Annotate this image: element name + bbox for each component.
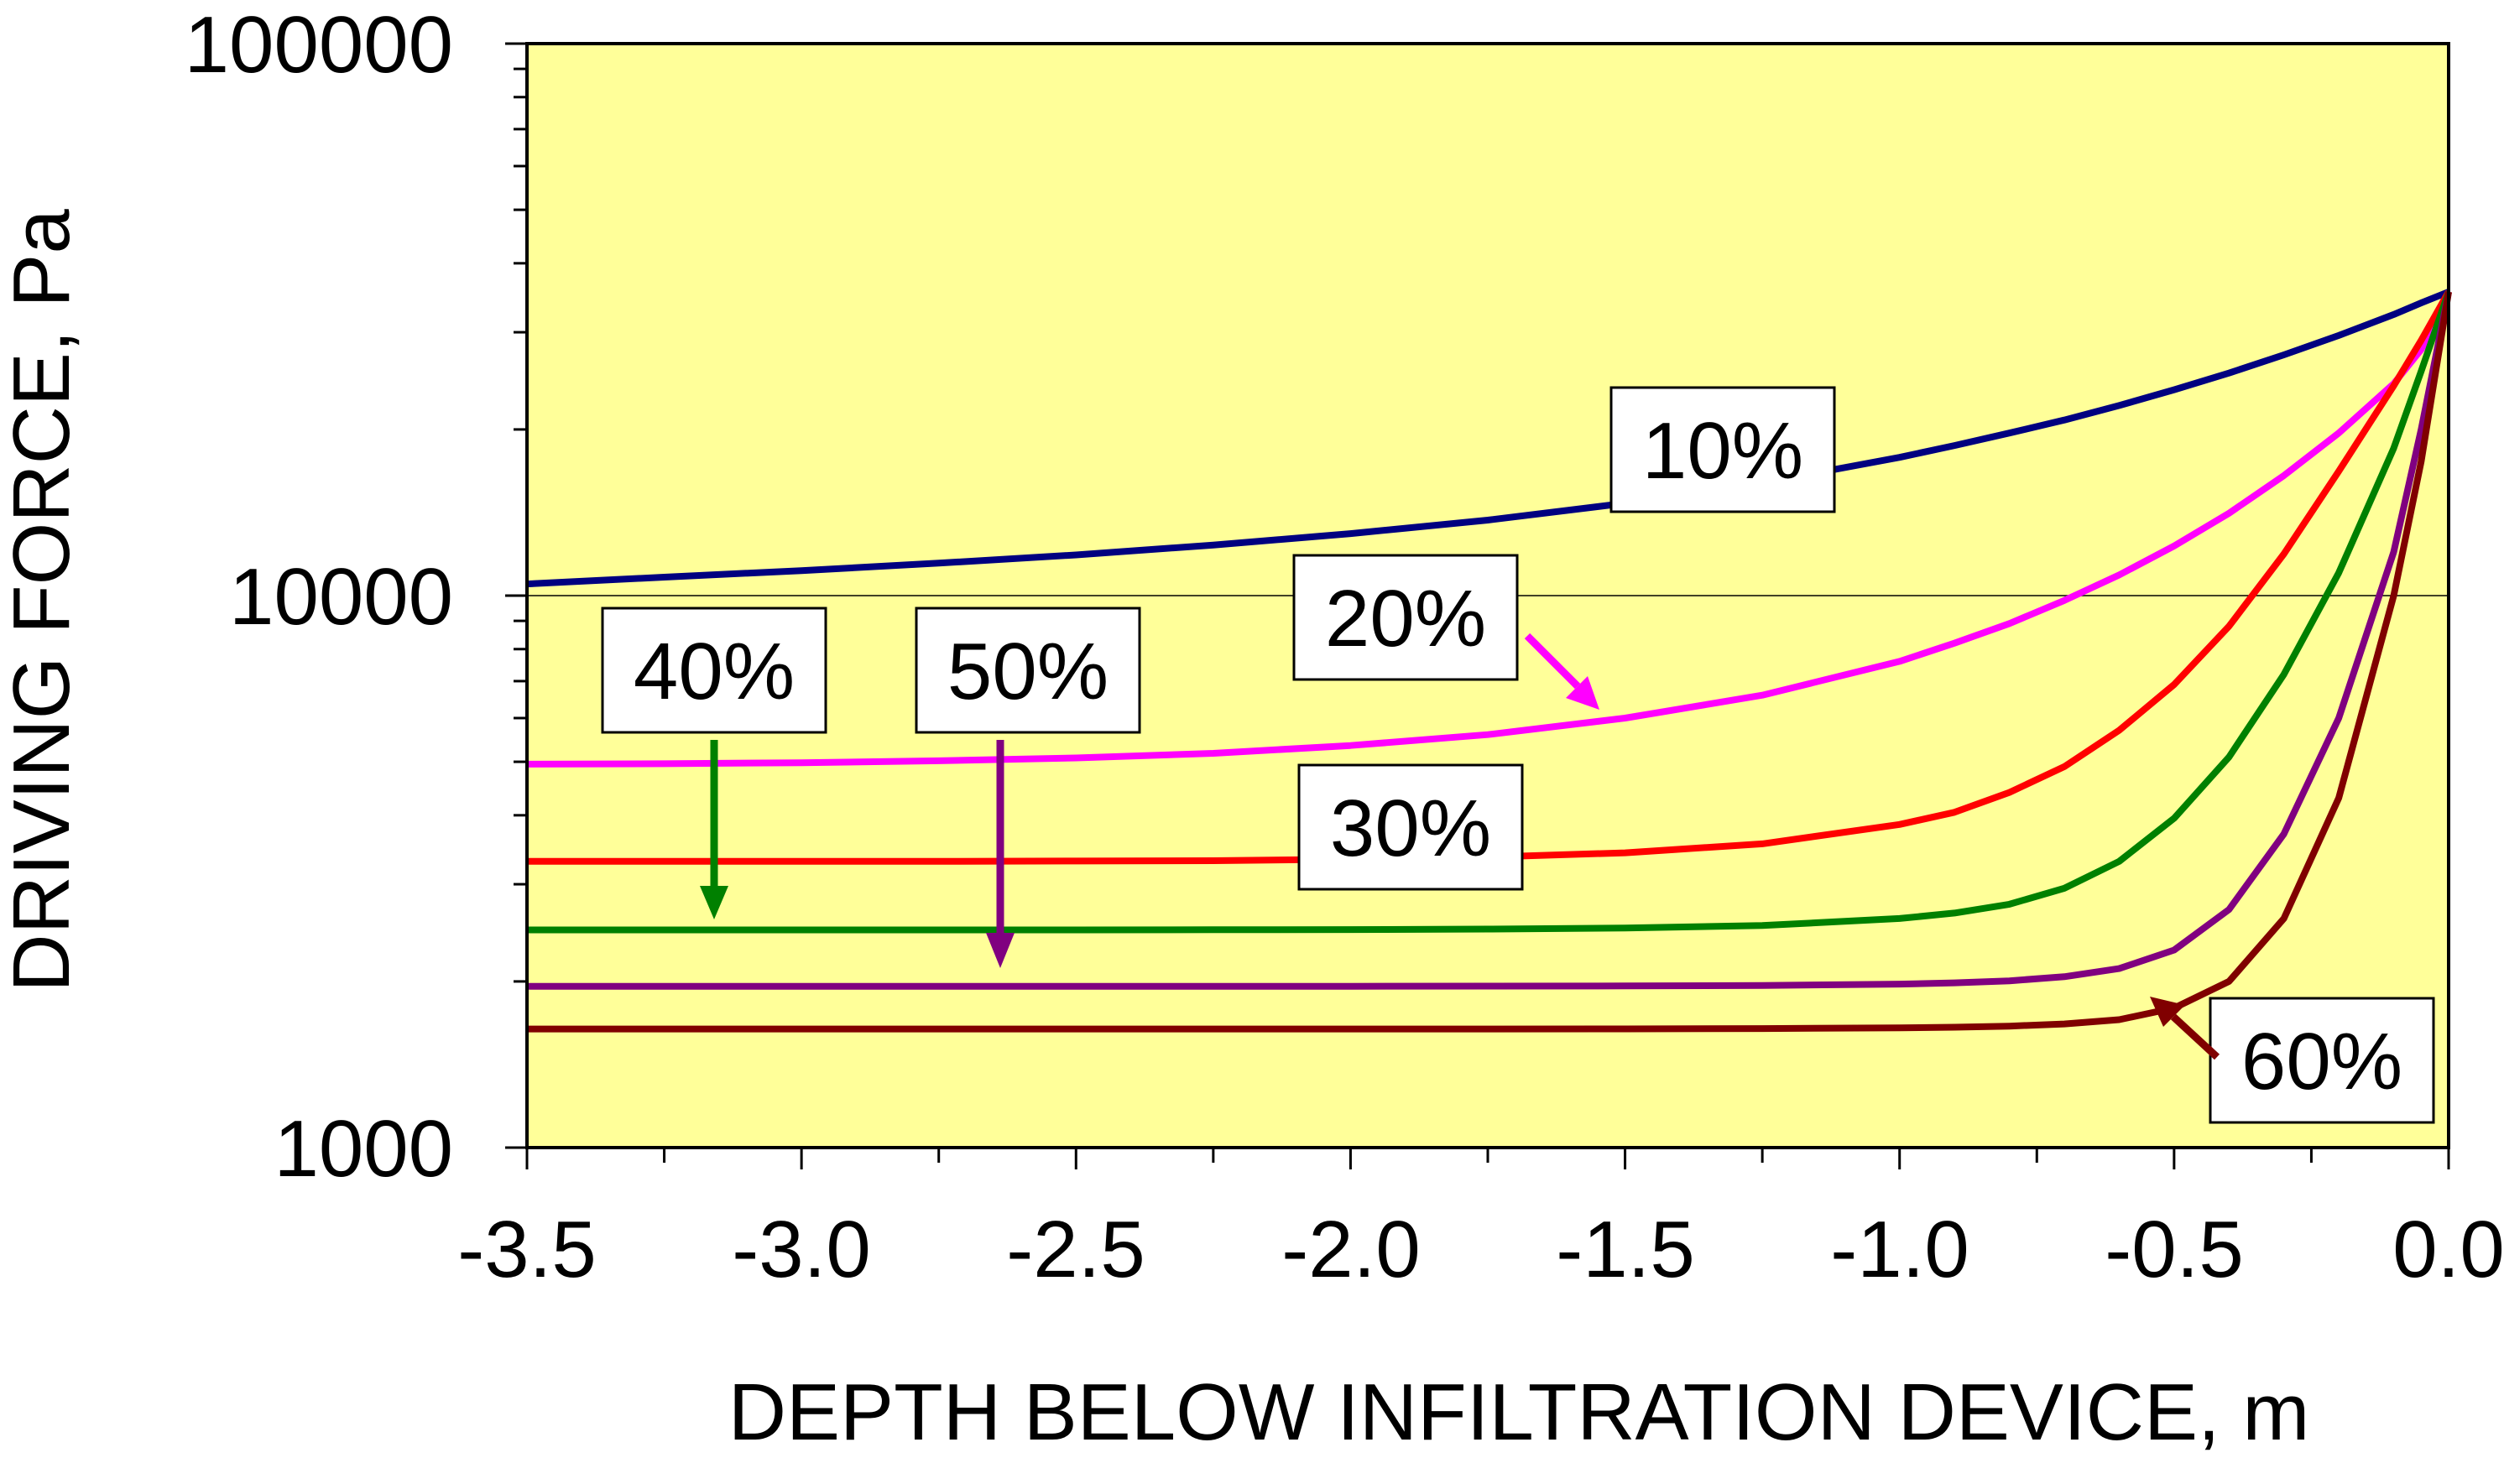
label-20pct: 20% — [1325, 574, 1486, 664]
arrow-60pct-head — [2150, 997, 2185, 1027]
y-tick-label-10000: 10000 — [229, 552, 453, 642]
x-minor-ticks — [525, 1148, 2450, 1169]
y-minor-ticks — [505, 42, 527, 1149]
label-30pct-box — [1297, 763, 1524, 891]
label-60pct-box — [2209, 997, 2435, 1124]
x-axis-title: DEPTH BELOW INFILTRATION DEVICE, m — [728, 1367, 2310, 1457]
plot-frame — [525, 42, 2450, 1149]
series-line-20pct — [526, 290, 2452, 768]
label-60pct-group: 60% — [2209, 997, 2435, 1124]
x-tick-label-neg0-5: -0.5 — [2105, 1205, 2243, 1294]
x-tick-label-neg3-0: -3.0 — [732, 1205, 870, 1294]
x-tick-label-0-0: 0.0 — [2392, 1205, 2504, 1294]
x-tick-label-neg2-5: -2.5 — [1006, 1205, 1145, 1294]
y-tick-label-1000: 1000 — [274, 1104, 453, 1194]
arrow-60pct — [2150, 997, 2220, 1060]
label-40pct-box — [601, 607, 827, 734]
series-line-60pct — [527, 291, 2452, 1033]
x-tick-label-neg3-5: -3.5 — [457, 1205, 596, 1294]
label-50pct: 50% — [947, 627, 1109, 716]
label-40pct-group: 40% — [601, 607, 827, 734]
label-10pct-box — [1609, 386, 1836, 513]
label-30pct-group: 30% — [1297, 763, 1524, 891]
x-tick-label-neg1-5: -1.5 — [1556, 1205, 1694, 1294]
arrow-50pct-head — [986, 933, 1015, 968]
arrow-50pct — [986, 740, 1015, 968]
arrow-40pct — [700, 740, 728, 919]
series-line-30pct — [527, 289, 2452, 865]
y-tick-label-100000: 100000 — [185, 0, 453, 90]
label-60pct: 60% — [2241, 1017, 2402, 1106]
arrow-20pct-head — [1566, 676, 1599, 710]
label-20pct-group: 20% — [1292, 554, 1519, 681]
series-line-50pct — [527, 291, 2452, 990]
x-tick-label-neg2-0: -2.0 — [1281, 1205, 1420, 1294]
label-50pct-group: 50% — [915, 607, 1141, 734]
label-20pct-box — [1292, 554, 1519, 681]
label-50pct-box — [915, 607, 1141, 734]
label-10pct: 10% — [1642, 406, 1803, 496]
series-line-10pct — [526, 289, 2450, 588]
arrow-20pct — [1524, 633, 1599, 710]
series-lines — [526, 289, 2452, 1033]
label-40pct: 40% — [634, 627, 795, 716]
arrow-20pct-shaft — [1524, 633, 1581, 690]
label-10pct-group: 10% — [1609, 386, 1836, 513]
label-30pct: 30% — [1330, 784, 1491, 873]
y-axis-title: DRIVING FORCE, Pa — [0, 209, 86, 992]
arrow-60pct-shaft — [2170, 1013, 2220, 1060]
arrow-40pct-head — [700, 886, 728, 919]
x-tick-label-neg1-0: -1.0 — [1830, 1205, 1969, 1294]
series-line-40pct — [527, 290, 2452, 934]
